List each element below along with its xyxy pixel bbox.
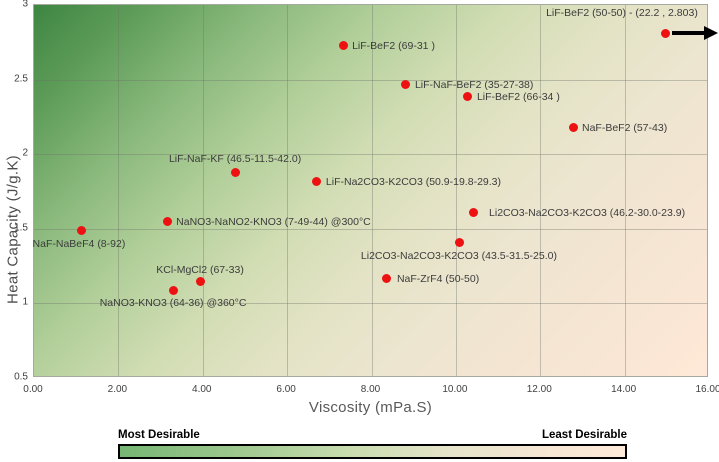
gridline-vertical xyxy=(202,5,204,376)
data-point xyxy=(338,41,348,51)
legend-gradient-bar xyxy=(118,444,627,459)
data-point-label: LiF-BeF2 (66-34 ) xyxy=(476,90,560,103)
data-point-label: LiF-Na2CO3-K2CO3 (50.9-19.8-29.3) xyxy=(325,175,501,188)
legend-least-desirable-label: Least Desirable xyxy=(541,429,627,441)
data-point xyxy=(468,208,478,218)
data-point xyxy=(661,28,671,38)
x-tick-label: 4.00 xyxy=(192,384,212,395)
data-point xyxy=(312,177,322,187)
data-point-label: NaF-NaBeF4 (8-92) xyxy=(32,237,126,250)
data-point xyxy=(195,277,205,286)
data-point-label: LiF-NaF-KF (46.5-11.5-42.0) xyxy=(168,152,302,165)
y-tick-label: 2 xyxy=(22,147,28,159)
x-axis-title: Viscosity (mPa.S) xyxy=(308,399,433,416)
y-tick-label: 0.5 xyxy=(14,371,28,383)
data-point-label: LiF-NaF-BeF2 (35-27-38) xyxy=(414,78,534,91)
data-point xyxy=(168,285,178,295)
data-point-label: KCl-MgCl2 (67-33) xyxy=(156,263,244,276)
data-point xyxy=(568,123,578,133)
data-point-label: NaNO3-KNO3 (64-36) @360°C xyxy=(99,297,247,310)
x-tick-label: 0.00 xyxy=(23,384,43,395)
data-point xyxy=(230,168,240,178)
data-point xyxy=(162,217,172,227)
gridline-vertical xyxy=(118,5,120,376)
data-point-label: LiF-BeF2 (69-31 ) xyxy=(352,39,435,52)
data-point-label: Li2CO3-Na2CO3-K2CO3 (43.5-31.5-25.0) xyxy=(360,249,557,262)
x-tick-label: 2.00 xyxy=(107,384,128,395)
y-tick-label: 1.5 xyxy=(14,222,28,234)
data-point xyxy=(401,80,411,90)
y-tick-label: 1 xyxy=(22,296,28,308)
data-point-label: Li2CO3-Na2CO3-K2CO3 (46.2-30.0-23.9) xyxy=(489,206,686,219)
data-point xyxy=(382,274,392,284)
gridline-vertical xyxy=(287,5,289,376)
gridline-vertical xyxy=(371,5,373,376)
gridline-horizontal xyxy=(34,228,707,230)
gridline-vertical xyxy=(455,5,457,376)
gridline-vertical xyxy=(540,5,542,376)
x-tick-label: 6.00 xyxy=(276,384,296,395)
data-point xyxy=(77,226,87,236)
gridline-horizontal xyxy=(34,79,707,81)
y-tick-label: 3 xyxy=(22,0,28,10)
data-point xyxy=(455,238,465,248)
x-tick-label: 10.00 xyxy=(442,384,468,395)
off-scale-arrow-line xyxy=(671,31,705,36)
data-point xyxy=(463,92,473,101)
x-tick-label: 14.00 xyxy=(611,384,637,395)
y-tick-label: 2.5 xyxy=(14,73,28,85)
off-scale-arrow-icon xyxy=(703,26,718,41)
data-point-label: NaF-BeF2 (57-43) xyxy=(582,121,668,134)
data-point-label: NaNO3-NaNO2-KNO3 (7-49-44) @300°C xyxy=(176,215,371,228)
data-point-label: NaF-ZrF4 (50-50) xyxy=(396,272,480,285)
plot-area xyxy=(33,4,708,377)
legend-most-desirable-label: Most Desirable xyxy=(118,429,200,441)
x-tick-label: 16.00 xyxy=(695,384,719,395)
x-tick-label: 12.00 xyxy=(526,384,552,395)
x-tick-label: 8.00 xyxy=(360,384,381,395)
gridline-horizontal xyxy=(34,154,707,156)
gridline-vertical xyxy=(624,5,626,376)
gridline-horizontal xyxy=(34,303,707,305)
data-point-label: LiF-BeF2 (50-50) - (22.2 , 2.803) xyxy=(546,7,698,20)
